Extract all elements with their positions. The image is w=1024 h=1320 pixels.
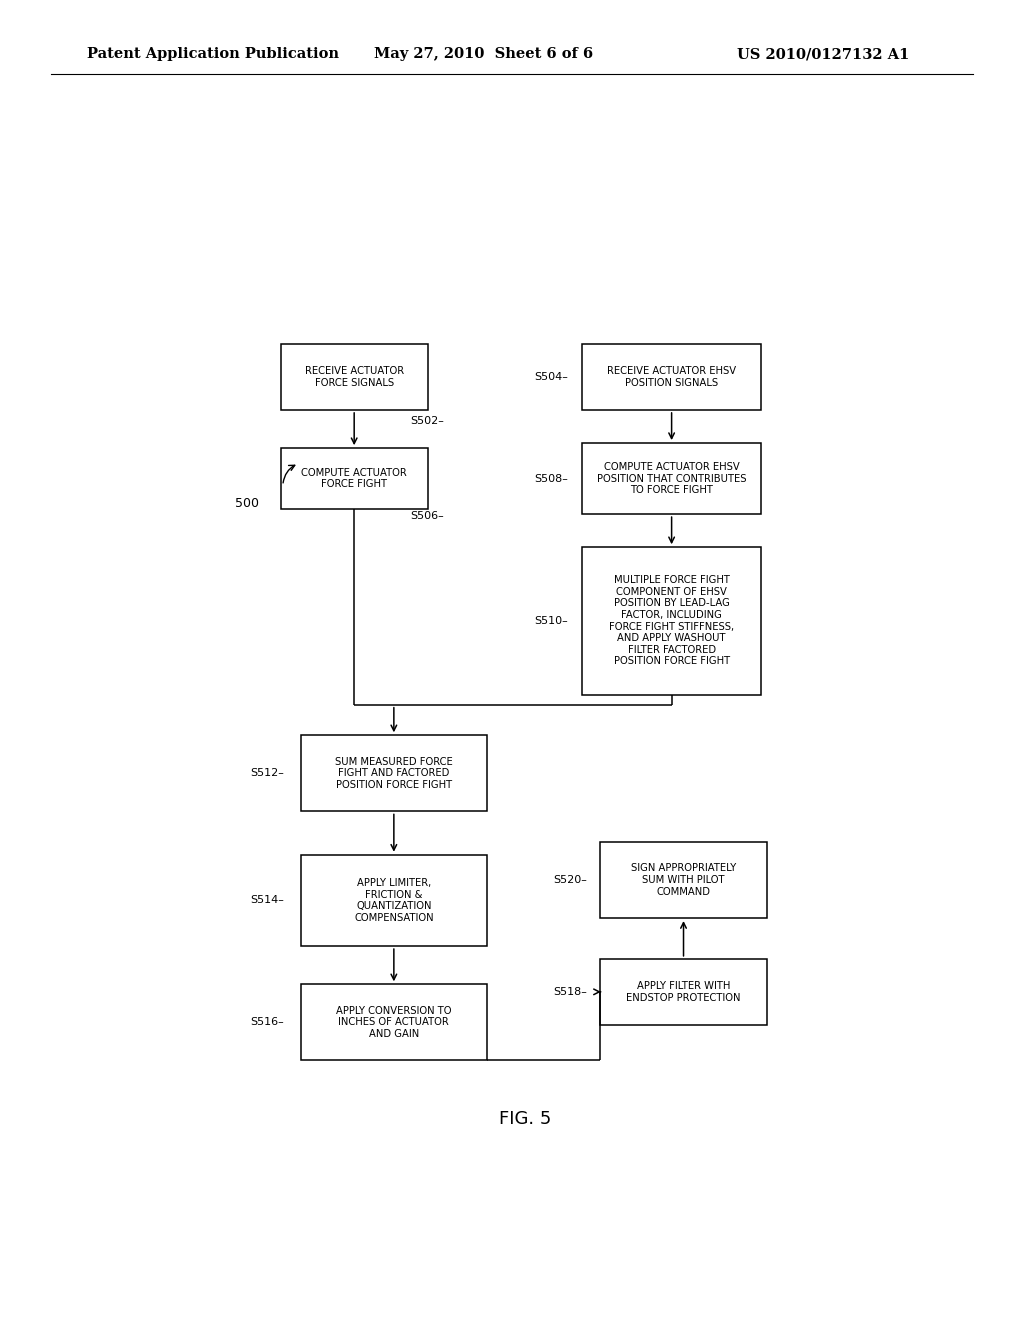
Text: SIGN APPROPRIATELY
SUM WITH PILOT
COMMAND: SIGN APPROPRIATELY SUM WITH PILOT COMMAN…: [631, 863, 736, 896]
Text: RECEIVE ACTUATOR EHSV
POSITION SIGNALS: RECEIVE ACTUATOR EHSV POSITION SIGNALS: [607, 366, 736, 388]
Text: 500: 500: [236, 498, 259, 511]
Text: S514–: S514–: [251, 895, 285, 906]
Text: COMPUTE ACTUATOR
FORCE FIGHT: COMPUTE ACTUATOR FORCE FIGHT: [301, 467, 408, 490]
Text: S516–: S516–: [251, 1018, 285, 1027]
Text: May 27, 2010  Sheet 6 of 6: May 27, 2010 Sheet 6 of 6: [374, 48, 593, 61]
Text: APPLY FILTER WITH
ENDSTOP PROTECTION: APPLY FILTER WITH ENDSTOP PROTECTION: [627, 981, 740, 1003]
Text: S502–: S502–: [410, 416, 443, 425]
Text: S506–: S506–: [410, 511, 443, 521]
FancyBboxPatch shape: [301, 854, 487, 946]
Text: S520–: S520–: [553, 875, 587, 884]
Text: COMPUTE ACTUATOR EHSV
POSITION THAT CONTRIBUTES
TO FORCE FIGHT: COMPUTE ACTUATOR EHSV POSITION THAT CONT…: [597, 462, 746, 495]
FancyBboxPatch shape: [583, 548, 761, 694]
FancyBboxPatch shape: [600, 842, 767, 919]
FancyBboxPatch shape: [600, 958, 767, 1024]
Text: US 2010/0127132 A1: US 2010/0127132 A1: [737, 48, 909, 61]
FancyBboxPatch shape: [301, 985, 487, 1060]
FancyBboxPatch shape: [583, 444, 761, 515]
Text: MULTIPLE FORCE FIGHT
COMPONENT OF EHSV
POSITION BY LEAD-LAG
FACTOR, INCLUDING
FO: MULTIPLE FORCE FIGHT COMPONENT OF EHSV P…: [609, 576, 734, 667]
Text: S518–: S518–: [553, 987, 587, 997]
Text: S508–: S508–: [535, 474, 568, 483]
Text: APPLY LIMITER,
FRICTION &
QUANTIZATION
COMPENSATION: APPLY LIMITER, FRICTION & QUANTIZATION C…: [354, 878, 434, 923]
FancyBboxPatch shape: [281, 447, 428, 510]
Text: APPLY CONVERSION TO
INCHES OF ACTUATOR
AND GAIN: APPLY CONVERSION TO INCHES OF ACTUATOR A…: [336, 1006, 452, 1039]
FancyBboxPatch shape: [281, 345, 428, 411]
Text: S512–: S512–: [251, 768, 285, 779]
Text: FIG. 5: FIG. 5: [499, 1110, 551, 1127]
Text: S510–: S510–: [535, 616, 568, 626]
Text: Patent Application Publication: Patent Application Publication: [87, 48, 339, 61]
FancyBboxPatch shape: [301, 735, 487, 812]
Text: RECEIVE ACTUATOR
FORCE SIGNALS: RECEIVE ACTUATOR FORCE SIGNALS: [304, 366, 403, 388]
FancyBboxPatch shape: [583, 345, 761, 411]
Text: SUM MEASURED FORCE
FIGHT AND FACTORED
POSITION FORCE FIGHT: SUM MEASURED FORCE FIGHT AND FACTORED PO…: [335, 756, 453, 789]
Text: S504–: S504–: [535, 372, 568, 381]
